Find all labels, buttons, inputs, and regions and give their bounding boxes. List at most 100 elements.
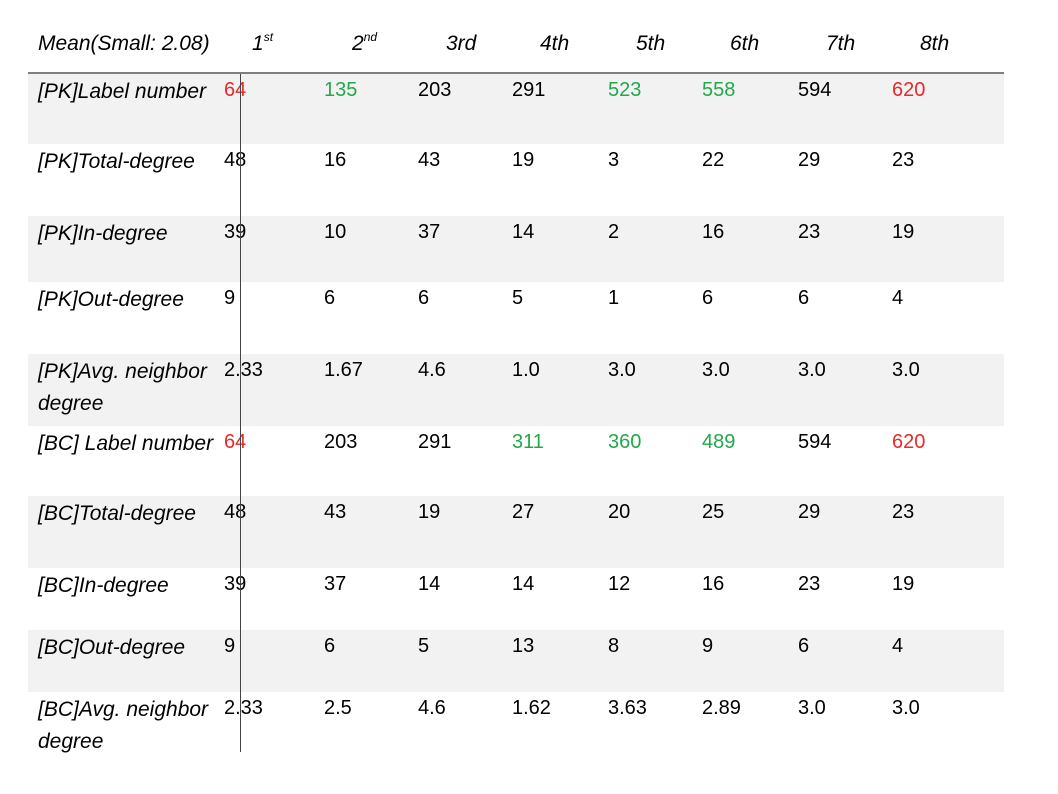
table-cell: 8 bbox=[608, 635, 620, 657]
table-cell: 39 bbox=[224, 573, 247, 595]
table-cell: 311 bbox=[512, 431, 544, 453]
table-cell: 2.5 bbox=[324, 697, 352, 719]
table-cell: 3.0 bbox=[892, 697, 920, 719]
table-cell: 43 bbox=[418, 149, 441, 171]
table-cell: 10 bbox=[324, 221, 347, 243]
table-cell: 14 bbox=[418, 573, 441, 595]
table-cell: 558 bbox=[702, 79, 736, 101]
table-cell: 16 bbox=[702, 221, 725, 243]
table-cell: 19 bbox=[892, 573, 915, 595]
table-cell: 6 bbox=[702, 287, 714, 309]
table-cell: 12 bbox=[608, 573, 631, 595]
table-cell: 3 bbox=[608, 149, 620, 171]
row-label: [PK]Out-degree bbox=[38, 288, 184, 311]
table-cell: 3.0 bbox=[608, 359, 636, 381]
header-col-4: 4th bbox=[540, 32, 570, 55]
table-cell: 13 bbox=[512, 635, 535, 657]
row-label: [PK]Avg. neighbor degree bbox=[38, 360, 207, 415]
table-cell: 22 bbox=[702, 149, 725, 171]
table-cell: 4.6 bbox=[418, 359, 446, 381]
table-cell: 594 bbox=[798, 79, 832, 101]
row-label: [BC]Avg. neighbor degree bbox=[38, 698, 209, 753]
table-cell: 620 bbox=[892, 79, 926, 101]
table-cell: 6 bbox=[798, 635, 810, 657]
table-cell: 6 bbox=[324, 287, 336, 309]
header-col-7: 7th bbox=[826, 32, 856, 55]
table-cell: 6 bbox=[798, 287, 810, 309]
header-col-2: 2nd bbox=[352, 30, 378, 55]
table-cell: 1.67 bbox=[324, 359, 363, 381]
table-cell: 291 bbox=[418, 431, 452, 453]
row-label: [PK]Total-degree bbox=[38, 150, 195, 173]
table-cell: 14 bbox=[512, 221, 535, 243]
row-label: [PK]Label number bbox=[38, 80, 207, 103]
column-divider bbox=[240, 74, 241, 752]
table-cell: 39 bbox=[224, 221, 247, 243]
table-cell: 4.6 bbox=[418, 697, 446, 719]
table-cell: 2 bbox=[608, 221, 620, 243]
table-cell: 20 bbox=[608, 501, 631, 523]
header-col-6: 6th bbox=[730, 32, 760, 55]
table-cell: 5 bbox=[512, 287, 524, 309]
table-cell: 43 bbox=[324, 501, 347, 523]
table-row: [BC]Out-degree 9 6 5 13 8 9 6 4 bbox=[28, 630, 1004, 692]
table-cell: 135 bbox=[324, 79, 358, 101]
table-cell: 4 bbox=[892, 287, 904, 309]
row-label: [BC] Label number bbox=[38, 432, 214, 455]
table-cell: 9 bbox=[224, 287, 236, 309]
table-cell: 1 bbox=[608, 287, 620, 309]
table-row: [PK]Total-degree 48 16 43 19 3 22 29 23 bbox=[28, 144, 1004, 216]
table-cell: 9 bbox=[702, 635, 714, 657]
table-cell: 23 bbox=[892, 501, 915, 523]
table-cell: 2.33 bbox=[224, 359, 263, 381]
table-cell: 27 bbox=[512, 501, 535, 523]
table-cell: 3.0 bbox=[702, 359, 730, 381]
table-cell: 9 bbox=[224, 635, 236, 657]
header-col-3: 3rd bbox=[446, 32, 477, 55]
table-cell: 16 bbox=[324, 149, 347, 171]
table-cell: 37 bbox=[324, 573, 347, 595]
table-cell: 23 bbox=[798, 221, 821, 243]
table-cell: 19 bbox=[512, 149, 535, 171]
table-row: [BC]In-degree 39 37 14 14 12 16 23 19 bbox=[28, 568, 1004, 630]
table-cell: 3.0 bbox=[798, 697, 826, 719]
header-col-1: 1st bbox=[252, 30, 274, 55]
table-cell: 23 bbox=[798, 573, 821, 595]
table-row: [BC]Avg. neighbor degree 2.33 2.5 4.6 1.62 3.… bbox=[28, 692, 1004, 756]
table-cell: 29 bbox=[798, 501, 821, 523]
table-row: [PK]Avg. neighbor degree 2.33 1.67 4.6 1.0 3.… bbox=[28, 354, 1004, 426]
table-cell: 620 bbox=[892, 431, 926, 453]
table-cell: 23 bbox=[892, 149, 915, 171]
header-col-8: 8th bbox=[920, 32, 950, 55]
row-label: [BC]Total-degree bbox=[38, 502, 196, 525]
table-cell: 4 bbox=[892, 635, 904, 657]
table-cell: 29 bbox=[798, 149, 821, 171]
table-cell: 291 bbox=[512, 79, 546, 101]
table-cell: 19 bbox=[418, 501, 441, 523]
table-cell: 19 bbox=[892, 221, 915, 243]
header-corner-label: Mean(Small: 2.08) bbox=[38, 32, 210, 55]
table-cell: 64 bbox=[224, 79, 247, 101]
table-cell: 14 bbox=[512, 573, 535, 595]
table-cell: 489 bbox=[702, 431, 736, 453]
table-row: [BC]Total-degree 48 43 19 27 20 25 29 23 bbox=[28, 496, 1004, 568]
table-cell: 1.0 bbox=[512, 359, 540, 381]
table-row: [BC] Label number 64 203 291 311 360 489 594 620 bbox=[28, 426, 1004, 496]
table-cell: 203 bbox=[418, 79, 452, 101]
table-header-row: Mean(Small: 2.08) 1st 2nd 3rd 4th 5th 6t… bbox=[28, 24, 1004, 74]
table-cell: 594 bbox=[798, 431, 832, 453]
table-cell: 3.0 bbox=[798, 359, 826, 381]
row-label: [BC]Out-degree bbox=[38, 636, 186, 659]
table-cell: 48 bbox=[224, 149, 247, 171]
table-cell: 64 bbox=[224, 431, 247, 453]
table-row: [PK]Out-degree 9 6 6 5 1 6 6 4 bbox=[28, 282, 1004, 354]
table-cell: 3.0 bbox=[892, 359, 920, 381]
table-row: [PK]In-degree 39 10 37 14 2 16 23 19 bbox=[28, 216, 1004, 282]
table-cell: 37 bbox=[418, 221, 441, 243]
table-cell: 16 bbox=[702, 573, 725, 595]
table-cell: 360 bbox=[608, 431, 642, 453]
table-cell: 5 bbox=[418, 635, 430, 657]
table-cell: 523 bbox=[608, 79, 642, 101]
table-cell: 6 bbox=[418, 287, 430, 309]
header-col-5: 5th bbox=[636, 32, 666, 55]
